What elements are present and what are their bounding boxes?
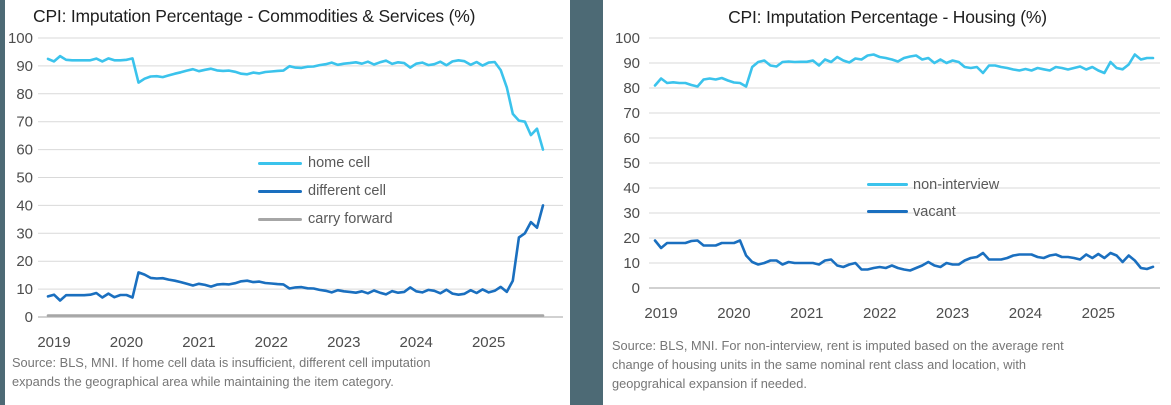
legend-label-vacant: vacant (913, 203, 956, 220)
svg-text:40: 40 (16, 197, 33, 214)
svg-text:2022: 2022 (863, 305, 896, 322)
legend-housing: non-interview vacant (867, 171, 999, 225)
legend-label-different-cell: different cell (308, 183, 386, 199)
svg-text:10: 10 (16, 281, 33, 298)
chart-title-housing: CPI: Imputation Percentage - Housing (%) (728, 7, 1047, 27)
source-line: Source: BLS, MNI. For non-interview, ren… (612, 338, 1064, 353)
svg-text:50: 50 (623, 155, 640, 172)
svg-text:70: 70 (623, 105, 640, 122)
svg-text:2020: 2020 (717, 305, 750, 322)
legend-item-non-interview: non-interview (867, 171, 999, 198)
legend-item-vacant: vacant (867, 198, 999, 225)
svg-text:2025: 2025 (472, 334, 505, 351)
legend-swatch-different-cell (258, 189, 302, 193)
svg-text:30: 30 (623, 205, 640, 222)
svg-text:2023: 2023 (936, 305, 969, 322)
source-note-housing: Source: BLS, MNI. For non-interview, ren… (612, 336, 1164, 393)
svg-text:2023: 2023 (327, 334, 360, 351)
svg-text:2021: 2021 (790, 305, 823, 322)
legend-item-carry-forward: carry forward (258, 205, 393, 233)
svg-text:2024: 2024 (1009, 305, 1042, 322)
source-line: change of housing units in the same nomi… (612, 357, 1027, 372)
svg-text:50: 50 (16, 170, 33, 187)
legend-label-home-cell: home cell (308, 155, 371, 171)
chart-title-commodities-services: CPI: Imputation Percentage - Commodities… (33, 6, 476, 26)
svg-text:0: 0 (632, 280, 640, 297)
legend-swatch-vacant (867, 210, 908, 213)
legend-swatch-home-cell (258, 161, 302, 165)
svg-text:70: 70 (16, 114, 33, 131)
legend-item-home-cell: home cell (258, 149, 393, 177)
svg-text:60: 60 (623, 130, 640, 147)
svg-text:2020: 2020 (110, 334, 143, 351)
legend-item-different-cell: different cell (258, 177, 393, 205)
svg-text:2025: 2025 (1082, 305, 1115, 322)
svg-text:90: 90 (623, 55, 640, 72)
svg-text:90: 90 (16, 58, 33, 75)
svg-text:20: 20 (623, 230, 640, 247)
source-note-commodities: Source: BLS, MNI. If home cell data is i… (12, 353, 560, 391)
svg-text:80: 80 (623, 80, 640, 97)
legend-label-non-interview: non-interview (913, 176, 1000, 193)
svg-text:20: 20 (16, 253, 33, 270)
svg-text:2021: 2021 (182, 334, 215, 351)
svg-text:40: 40 (623, 180, 640, 197)
svg-text:2024: 2024 (400, 334, 433, 351)
left-edge-bar (0, 0, 5, 405)
source-line: geopgrahical expansion if needed. (612, 376, 807, 391)
svg-text:2019: 2019 (37, 334, 70, 351)
panel-divider-bar (570, 0, 603, 405)
legend-label-carry-forward: carry forward (308, 211, 393, 227)
svg-text:2022: 2022 (255, 334, 288, 351)
source-line: Source: BLS, MNI. If home cell data is i… (12, 355, 431, 370)
svg-text:60: 60 (16, 142, 33, 159)
legend-swatch-non-interview (867, 183, 908, 186)
svg-text:100: 100 (8, 30, 33, 47)
svg-text:2019: 2019 (644, 305, 677, 322)
svg-text:30: 30 (16, 225, 33, 242)
svg-text:0: 0 (25, 309, 33, 326)
svg-text:10: 10 (623, 255, 640, 272)
legend-commodities: home cell different cell carry forward (258, 149, 393, 233)
source-line: expands the geographical area while main… (12, 374, 394, 389)
svg-text:100: 100 (615, 30, 640, 47)
legend-swatch-carry-forward (258, 217, 302, 221)
svg-text:80: 80 (16, 86, 33, 103)
